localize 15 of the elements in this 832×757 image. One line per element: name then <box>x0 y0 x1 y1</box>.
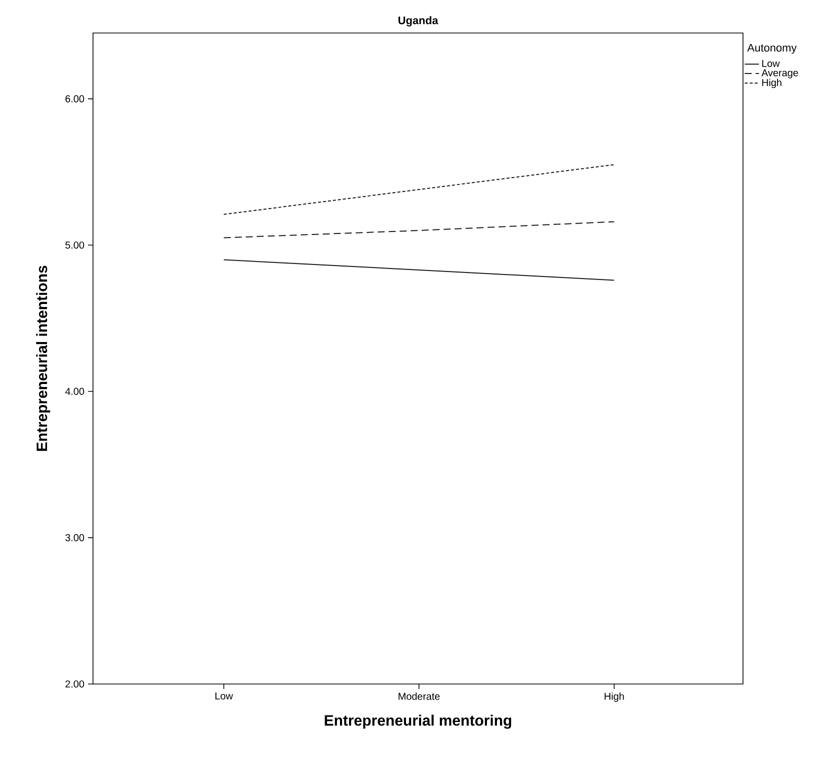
y-tick-label: 5.00 <box>65 242 84 249</box>
chart-title: Uganda <box>398 16 438 26</box>
y-axis-title: Entrepreneurial intentions <box>36 266 50 451</box>
legend-label: Average <box>761 69 798 78</box>
legend-title: Autonomy <box>747 44 797 54</box>
x-tick-label: Low <box>215 692 233 700</box>
y-tick-label: 2.00 <box>66 680 84 688</box>
legend-label: High <box>762 78 782 88</box>
y-tick-label: 6.00 <box>66 95 84 102</box>
x-tick-label: High <box>604 692 624 702</box>
legend-label: Low <box>762 60 780 67</box>
y-tick-label: 4.00 <box>65 388 84 395</box>
x-axis-title: Entrepreneurial mentoring <box>324 714 512 729</box>
x-tick-label: Moderate <box>398 692 440 700</box>
y-tick-label: 3.00 <box>65 534 84 542</box>
